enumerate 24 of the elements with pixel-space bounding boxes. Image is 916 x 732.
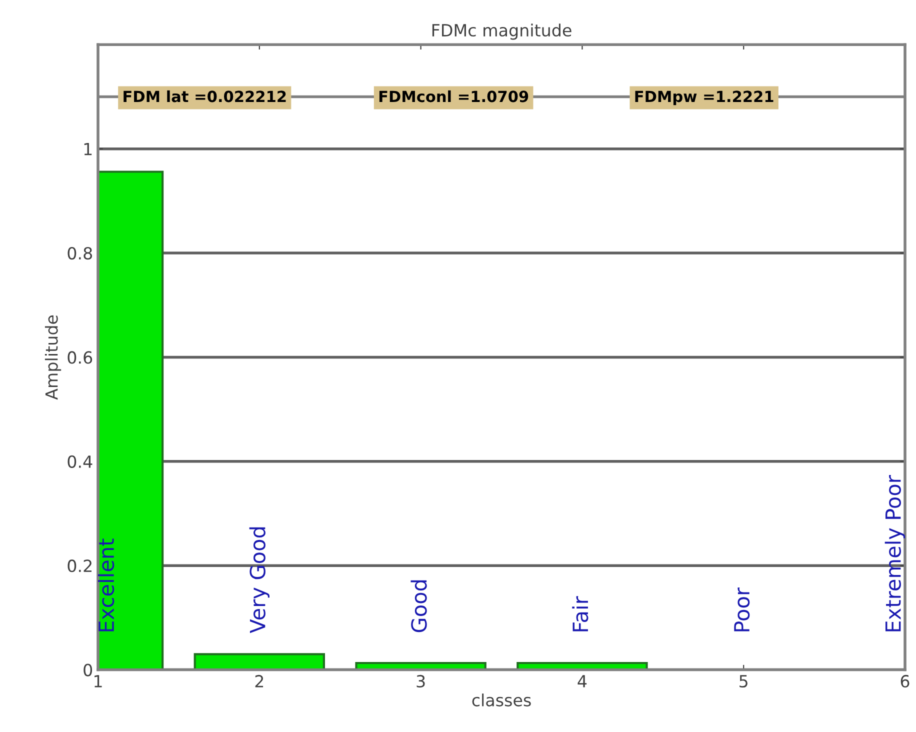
y-tick-label: 0.6 xyxy=(68,351,92,364)
y-tick-label: 0.8 xyxy=(68,246,92,260)
x-tick-label: 6 xyxy=(900,674,910,688)
x-tick-label: 1 xyxy=(94,675,102,688)
y-tick-label: 0.2 xyxy=(68,560,92,572)
y-tick-label: 1 xyxy=(84,143,92,156)
annotation: Good xyxy=(410,580,427,632)
x-tick-label: 2 xyxy=(255,674,264,688)
y-tick-label: 0 xyxy=(84,664,92,676)
annotation: Fair xyxy=(572,596,588,632)
chart-title: FDMc magnitude xyxy=(432,24,572,40)
x-tick-label: 3 xyxy=(416,674,425,688)
x-tick-label: 4 xyxy=(578,675,587,688)
x-tick-label: 5 xyxy=(740,675,748,688)
annotation: Very Good xyxy=(249,527,270,634)
annotation: Excellent xyxy=(98,538,114,632)
annotation: FDM lat =0.022212 xyxy=(124,90,286,102)
y-tick-label: 0.4 xyxy=(68,455,92,468)
annotation: Poor xyxy=(734,587,750,632)
annotation: FDMpw =1.2221 xyxy=(635,90,774,106)
annotation: Extremely Poor xyxy=(884,475,906,632)
y-axis-title: Amplitude xyxy=(44,315,62,400)
x-axis-title: classes xyxy=(472,694,531,706)
annotation: FDMconl =1.0709 xyxy=(379,90,528,102)
